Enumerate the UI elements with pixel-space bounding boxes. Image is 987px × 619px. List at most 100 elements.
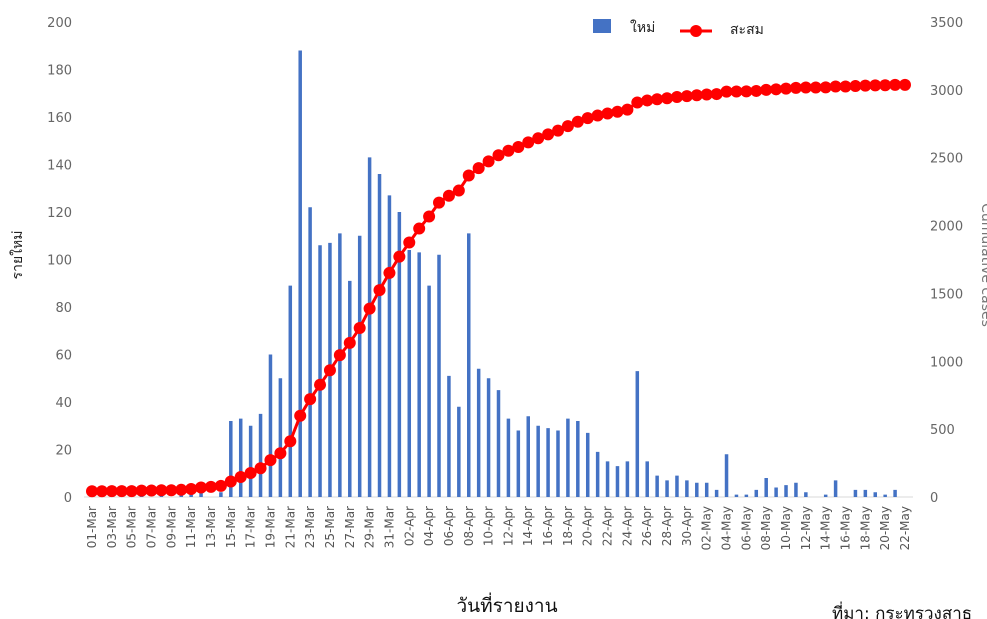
source-note: ที่มา: กระทรวงสาธ — [832, 601, 972, 619]
line-point — [284, 435, 297, 448]
x-tick-label: 13-Mar — [204, 506, 218, 548]
line-point — [869, 79, 882, 92]
bar — [179, 494, 183, 497]
bar — [873, 492, 878, 497]
bar — [823, 494, 828, 497]
y2-tick-label: 1000 — [930, 355, 963, 370]
line-point — [651, 93, 664, 106]
bar — [278, 378, 283, 497]
line-point — [462, 169, 475, 182]
line-point — [195, 481, 208, 494]
line-series-cumulative-points — [86, 78, 911, 498]
line-point — [274, 447, 287, 460]
x-tick-label: 30-Apr — [680, 506, 694, 546]
bar — [229, 421, 233, 497]
bar — [526, 416, 530, 497]
bar — [357, 235, 362, 497]
bar — [348, 280, 352, 497]
line-point — [522, 136, 535, 149]
y2-tick-label: 1500 — [930, 287, 963, 302]
bar — [605, 461, 610, 497]
bar — [724, 454, 729, 497]
line-point — [780, 82, 793, 95]
x-tick-label: 02-Apr — [402, 506, 416, 546]
x-tick-label: 27-Mar — [343, 506, 357, 548]
x-tick-label: 16-Apr — [541, 506, 555, 546]
line-point — [472, 162, 485, 175]
bar — [536, 425, 540, 497]
line-point — [789, 81, 802, 94]
line-point — [611, 105, 624, 118]
bar — [893, 489, 897, 497]
bar — [298, 50, 302, 497]
y-tick-label: 160 — [47, 111, 72, 126]
y-axis-right: 0 500 1000 1500 2000 2500 3000 3500 — [930, 16, 963, 506]
x-tick-label: 20-May — [878, 506, 892, 550]
bar — [576, 421, 580, 497]
line-point — [690, 89, 703, 102]
x-tick-label: 31-Mar — [382, 506, 396, 548]
x-tick-label: 04-May — [720, 506, 734, 550]
bar — [774, 487, 778, 497]
line-point — [204, 480, 217, 493]
x-tick-label: 18-May — [858, 506, 872, 550]
y-tick-label: 20 — [55, 444, 72, 459]
line-point — [323, 364, 336, 377]
line-point — [363, 302, 376, 315]
bar — [625, 461, 630, 497]
y2-tick-label: 500 — [930, 423, 955, 438]
x-tick-label: 08-May — [759, 506, 773, 550]
y2-tick-label: 2000 — [930, 220, 963, 235]
x-tick-label: 17-Mar — [244, 506, 258, 548]
line-point — [720, 85, 733, 98]
y-tick-label: 100 — [47, 254, 72, 269]
bar — [318, 245, 322, 497]
line-point — [234, 471, 247, 484]
line-point — [760, 83, 773, 96]
line-point — [581, 112, 594, 125]
x-tick-label: 19-Mar — [263, 506, 277, 548]
x-tick-label: 28-Apr — [660, 506, 674, 546]
line-point — [591, 109, 604, 122]
line-point — [155, 484, 168, 497]
y2-tick-label: 2500 — [930, 152, 963, 167]
bar — [546, 428, 550, 497]
line-point — [452, 184, 465, 197]
x-tick-label: 14-May — [819, 506, 833, 550]
x-tick-label: 06-Apr — [442, 506, 456, 546]
line-point — [561, 120, 574, 133]
line-point — [115, 485, 128, 498]
x-axis-title: วันที่รายงาน — [456, 592, 557, 617]
bar — [585, 432, 590, 497]
bar — [476, 368, 481, 497]
line-point — [829, 80, 842, 93]
line-point — [433, 196, 446, 209]
line-point — [750, 84, 763, 97]
bar — [615, 466, 620, 497]
line-point — [333, 349, 346, 362]
line-point — [423, 210, 436, 223]
y-tick-label: 40 — [55, 396, 72, 411]
line-point — [145, 484, 158, 497]
x-tick-label: 01-Mar — [85, 506, 99, 548]
line-point — [680, 90, 693, 103]
bar — [804, 492, 808, 497]
line-point — [294, 409, 307, 422]
x-axis: 01-Mar 03-Mar 05-Mar 07-Mar 09-Mar 11-Mar 13-M… — [85, 506, 912, 550]
line-point — [799, 81, 812, 94]
x-tick-label: 20-Apr — [581, 506, 595, 546]
bar — [248, 425, 253, 497]
bar — [853, 489, 858, 497]
line-point — [314, 378, 327, 391]
bar — [219, 492, 223, 497]
bar — [714, 489, 719, 497]
x-tick-label: 18-Apr — [561, 506, 575, 546]
bar — [685, 480, 689, 497]
bar — [338, 233, 342, 497]
bar — [516, 430, 521, 497]
x-tick-label: 14-Apr — [521, 506, 535, 546]
bar — [744, 494, 749, 497]
line-point — [135, 484, 148, 497]
bar — [496, 390, 501, 497]
bar — [387, 195, 392, 497]
